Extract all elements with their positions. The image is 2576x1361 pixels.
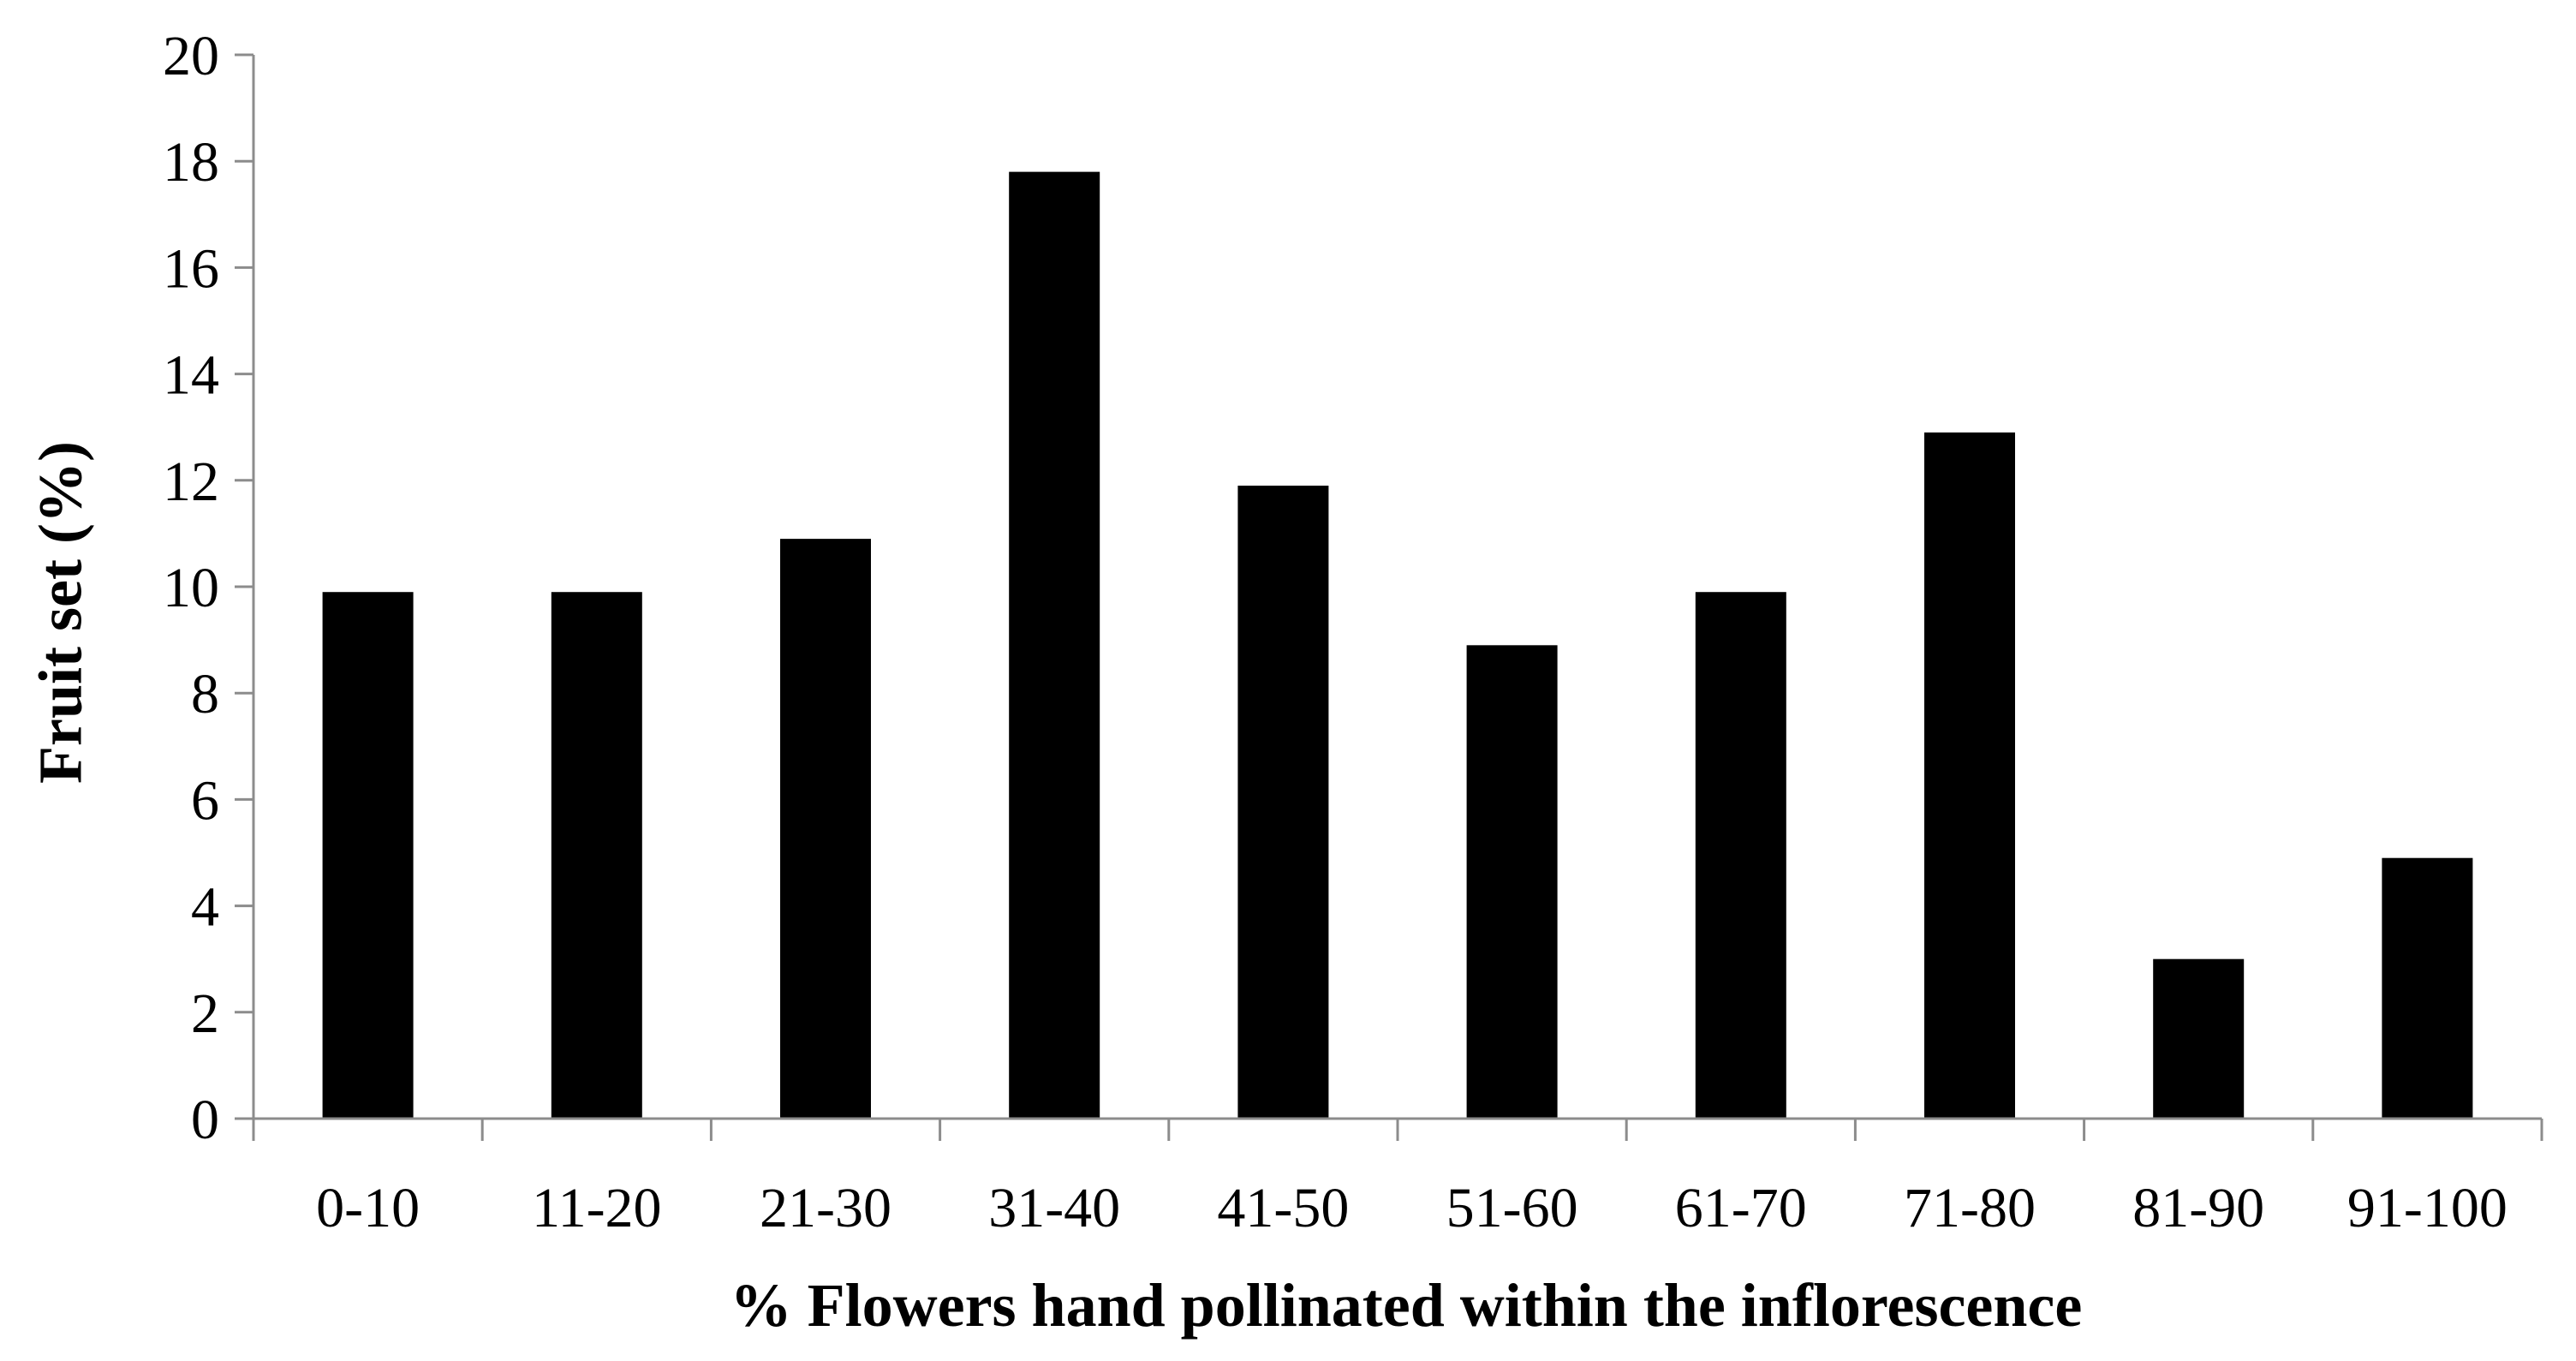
x-tick-label: 31-40 bbox=[988, 1177, 1120, 1239]
bar-11-20 bbox=[551, 592, 642, 1119]
y-tick-label: 16 bbox=[163, 237, 219, 300]
x-tick-label: 51-60 bbox=[1446, 1177, 1578, 1239]
y-tick-label: 6 bbox=[191, 769, 219, 832]
bar-91-100 bbox=[2382, 857, 2473, 1119]
x-tick-label: 11-20 bbox=[532, 1177, 662, 1239]
x-axis-title: % Flowers hand pollinated within the inf… bbox=[730, 1271, 2083, 1340]
y-tick-label: 8 bbox=[191, 663, 219, 725]
y-tick-label: 2 bbox=[191, 982, 219, 1045]
x-tick-label: 81-90 bbox=[2132, 1177, 2264, 1239]
bar-0-10 bbox=[322, 592, 414, 1119]
x-tick-label: 41-50 bbox=[1217, 1177, 1349, 1239]
y-tick-label: 10 bbox=[163, 557, 219, 619]
bar-31-40 bbox=[1009, 171, 1100, 1119]
x-tick-labels: 0-10 11-20 21-30 31-40 41-50 51-60 61-70 71-80 8… bbox=[316, 1177, 2507, 1239]
bar-41-50 bbox=[1237, 486, 1329, 1119]
y-axis-title: Fruit set (%) bbox=[27, 441, 95, 784]
bar-61-70 bbox=[1695, 592, 1786, 1119]
y-tick-label: 4 bbox=[191, 876, 219, 939]
y-tick-marks bbox=[235, 53, 253, 1120]
y-tick-labels: 0 2 4 6 8 10 12 14 16 18 20 bbox=[163, 25, 219, 1151]
x-tick-marks bbox=[252, 1119, 2543, 1141]
bar-21-30 bbox=[780, 539, 871, 1119]
y-tick-label: 20 bbox=[163, 25, 219, 87]
bar-51-60 bbox=[1466, 645, 1558, 1119]
x-tick-label: 71-80 bbox=[1904, 1177, 2036, 1239]
bars bbox=[322, 171, 2473, 1119]
y-tick-label: 12 bbox=[163, 451, 219, 513]
x-tick-label: 91-100 bbox=[2347, 1177, 2507, 1239]
y-tick-label: 14 bbox=[163, 344, 219, 407]
y-tick-label: 0 bbox=[191, 1089, 219, 1151]
y-tick-label: 18 bbox=[163, 131, 219, 194]
bar-81-90 bbox=[2153, 958, 2245, 1119]
x-tick-label: 0-10 bbox=[316, 1177, 420, 1239]
x-tick-label: 61-70 bbox=[1675, 1177, 1807, 1239]
bar-71-80 bbox=[1924, 432, 2015, 1119]
x-tick-label: 21-30 bbox=[760, 1177, 891, 1239]
